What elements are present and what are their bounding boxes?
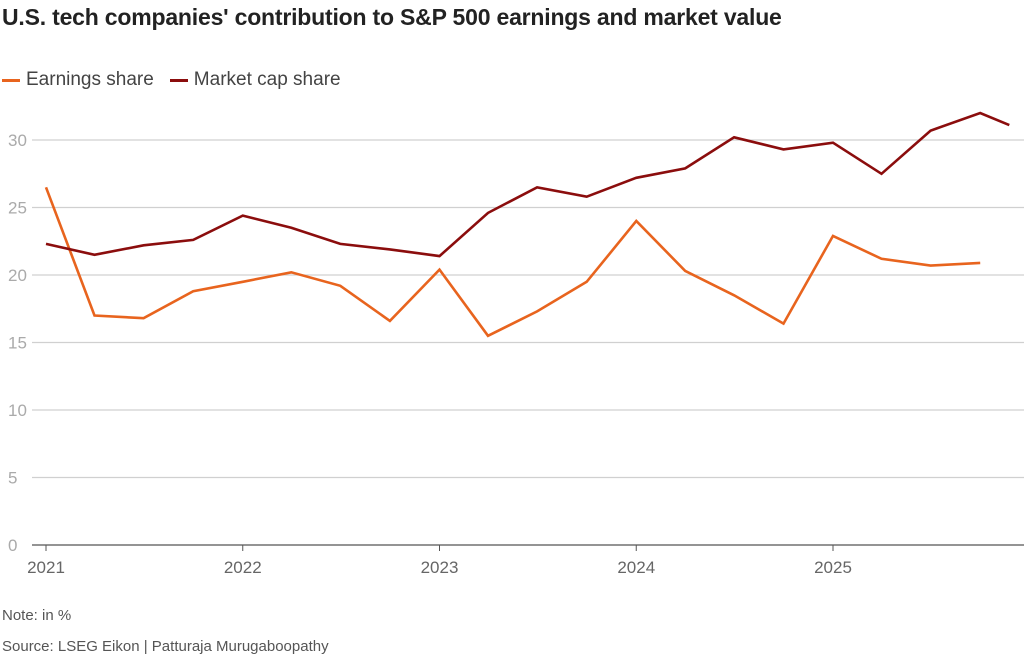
x-tick-label: 2022 [224, 558, 262, 577]
chart-title: U.S. tech companies' contribution to S&P… [2, 4, 782, 30]
legend-swatch-market-cap [169, 78, 188, 82]
legend-swatch-earnings [2, 78, 20, 82]
legend-item-market-cap: Market cap share [169, 69, 341, 91]
earnings-share-line [44, 186, 981, 338]
legend-label-earnings: Earnings share [26, 69, 154, 90]
y-tick-label: 25 [8, 199, 27, 218]
y-tick-label: 20 [8, 266, 27, 285]
y-tick-label: 10 [8, 401, 27, 420]
legend-item-earnings: Earnings share [2, 69, 154, 91]
x-tick-label: 2023 [421, 558, 459, 577]
y-tick-label: 30 [8, 131, 27, 150]
legend-label-market-cap: Market cap share [193, 69, 341, 90]
x-tick-label: 2025 [814, 558, 852, 577]
chart-note: Note: in % [2, 607, 72, 624]
y-tick-label: 15 [8, 334, 27, 353]
x-tick-label: 2021 [27, 558, 65, 577]
x-tick-label: 2024 [617, 558, 655, 577]
market-cap-share-line [45, 111, 1010, 258]
y-tick-label: 5 [8, 469, 17, 488]
chart-source: Source: LSEG Eikon | Patturaja Murugaboo… [2, 638, 329, 655]
y-tick-label: 0 [8, 536, 17, 555]
legend: Earnings share Market cap share [2, 69, 341, 91]
